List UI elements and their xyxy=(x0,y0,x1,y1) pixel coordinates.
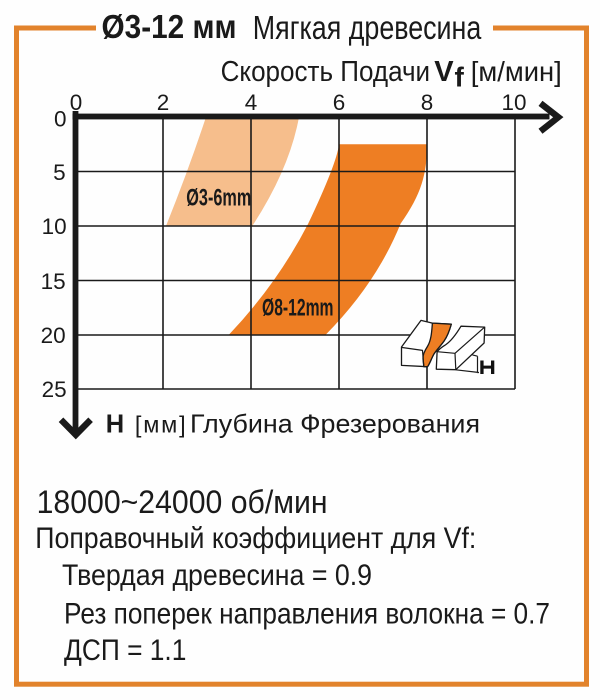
svg-text:8: 8 xyxy=(421,90,434,115)
svg-text:15: 15 xyxy=(41,269,66,294)
svg-text:Поправочный коэффициент для Vf: Поправочный коэффициент для Vf: xyxy=(35,522,476,555)
svg-text:5: 5 xyxy=(53,160,66,185)
svg-text:ДСП = 1.1: ДСП = 1.1 xyxy=(64,634,186,667)
svg-text:Скорость Подачи: Скорость Подачи xyxy=(221,56,431,88)
svg-text:18000~24000 об/мин: 18000~24000 об/мин xyxy=(37,484,328,520)
svg-text:10: 10 xyxy=(42,214,67,239)
svg-text:Ø3-6mm: Ø3-6mm xyxy=(186,184,251,211)
svg-text:Мягкая древесина: Мягкая древесина xyxy=(253,9,482,46)
svg-text:20: 20 xyxy=(41,323,66,348)
svg-text:H: H xyxy=(106,411,124,439)
svg-text:2: 2 xyxy=(157,90,170,115)
svg-text:4: 4 xyxy=(245,90,258,115)
svg-text:Ø3-12 мм: Ø3-12 мм xyxy=(102,8,237,45)
svg-text:Ø8-12mm: Ø8-12mm xyxy=(262,294,334,321)
svg-text:[мм]: [мм] xyxy=(135,412,186,438)
svg-text:0: 0 xyxy=(70,90,83,115)
svg-text:0: 0 xyxy=(54,107,67,132)
svg-text:25: 25 xyxy=(42,377,67,402)
svg-text:6: 6 xyxy=(333,90,346,115)
svg-text:Рез поперек направления волокн: Рез поперек направления волокна = 0.7 xyxy=(64,598,550,631)
svg-text:10: 10 xyxy=(502,90,527,115)
svg-text:V: V xyxy=(434,56,454,88)
svg-text:Глубина Фрезерования: Глубина Фрезерования xyxy=(190,409,480,439)
svg-text:[м/мин]: [м/мин] xyxy=(471,56,562,87)
svg-text:Твердая древесина = 0.9: Твердая древесина = 0.9 xyxy=(62,559,372,592)
svg-text:f: f xyxy=(455,62,465,93)
